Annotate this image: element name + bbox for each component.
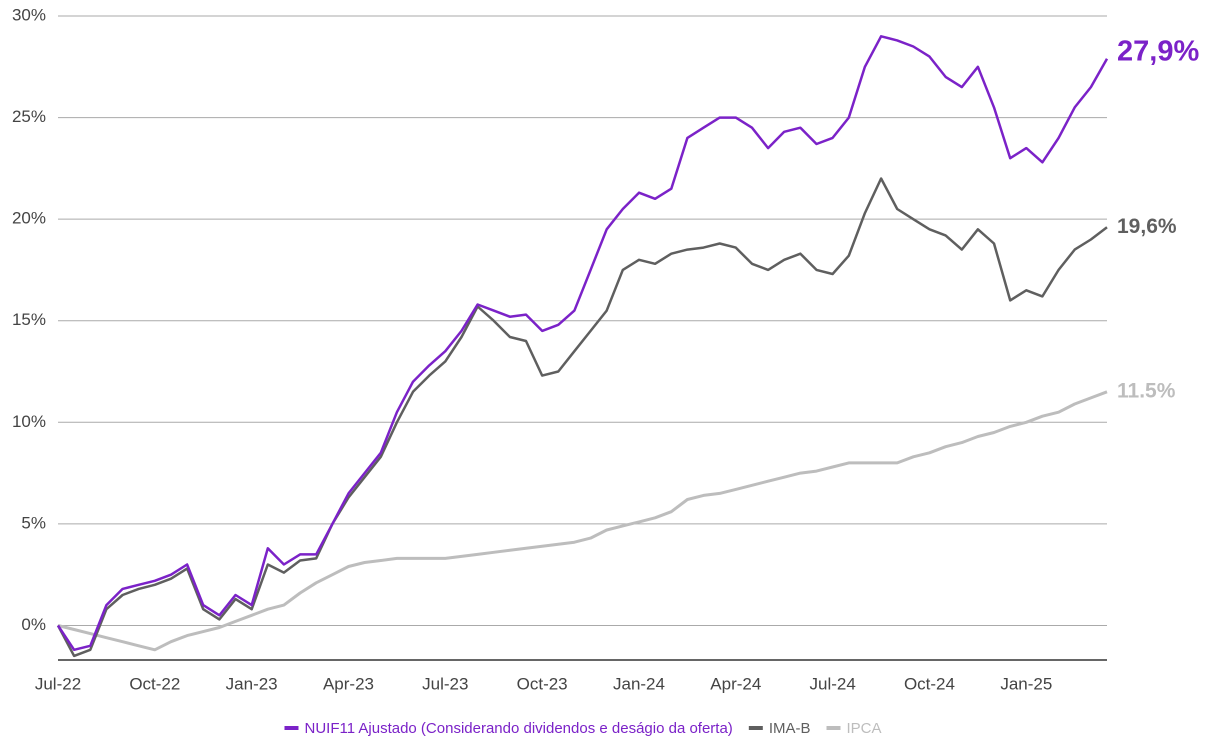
x-tick-label: Apr-24 [710, 674, 761, 693]
series-line [56, 177, 1108, 658]
x-tick-label: Jan-25 [1000, 674, 1052, 693]
legend-marker [826, 726, 841, 730]
x-tick-label: Oct-22 [129, 674, 180, 693]
y-tick-label: 15% [12, 310, 46, 329]
legend-label: IPCA [846, 720, 881, 737]
y-tick-label: 5% [21, 513, 46, 532]
x-tick-label: Oct-23 [517, 674, 568, 693]
end-label: 19,6% [1117, 215, 1177, 238]
x-tick-label: Jul-22 [35, 674, 81, 693]
y-tick-label: 20% [12, 209, 46, 228]
y-tick-label: 10% [12, 412, 46, 431]
x-tick-label: Jul-23 [422, 674, 468, 693]
y-tick-label: 30% [12, 5, 46, 24]
x-tick-label: Jan-24 [613, 674, 665, 693]
x-tick-label: Jul-24 [809, 674, 855, 693]
legend-label: NUIF11 Ajustado (Considerando dividendos… [304, 720, 732, 737]
y-tick-label: 25% [12, 107, 46, 126]
legend-label: IMA-B [769, 720, 811, 737]
end-label: 11.5% [1117, 379, 1176, 402]
y-tick-label: 0% [21, 615, 46, 634]
end-label: 27,9% [1117, 35, 1199, 67]
x-tick-label: Apr-23 [323, 674, 374, 693]
x-tick-label: Jan-23 [226, 674, 278, 693]
series-line [57, 390, 1108, 652]
x-tick-label: Oct-24 [904, 674, 955, 693]
legend-marker [748, 726, 763, 730]
legend-marker [284, 726, 299, 730]
series-line [56, 35, 1109, 652]
